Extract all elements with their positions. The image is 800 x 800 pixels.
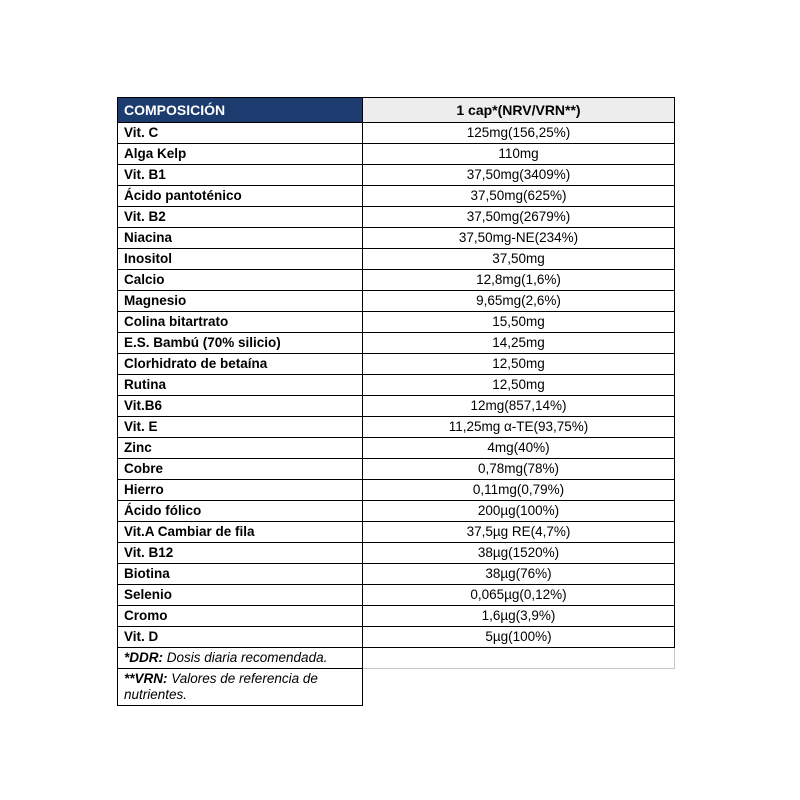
table-row: Niacina 37,50mg-NE(234%) (117, 227, 675, 249)
nutrient-name: Selenio (117, 584, 363, 606)
nutrient-value: 14,25mg (362, 332, 675, 354)
nutrient-name: Vit. C (117, 122, 363, 144)
table-row: Biotina 38µg(76%) (117, 563, 675, 585)
nutrient-rows: Vit. C 125mg(156,25%) Alga Kelp 110mg Vit. B… (117, 122, 675, 648)
table-row: Ácido fólico 200µg(100%) (117, 500, 675, 522)
table-row: Vit. B1 37,50mg(3409%) (117, 164, 675, 186)
nutrient-name: Vit. B2 (117, 206, 363, 228)
nutrient-name: Vit. E (117, 416, 363, 438)
table-row: Vit. B12 38µg(1520%) (117, 542, 675, 564)
table-row: Zinc 4mg(40%) (117, 437, 675, 459)
nutrient-name: Clorhidrato de betaína (117, 353, 363, 375)
nutrient-value: 38µg(76%) (362, 563, 675, 585)
nutrient-name: Ácido pantoténico (117, 185, 363, 207)
nutrient-value: 4mg(40%) (362, 437, 675, 459)
nutrient-name: Rutina (117, 374, 363, 396)
nutrient-name: Vit. B12 (117, 542, 363, 564)
nutrient-value: 125mg(156,25%) (362, 122, 675, 144)
table-row: Hierro 0,11mg(0,79%) (117, 479, 675, 501)
table-row: Vit. D 5µg(100%) (117, 626, 675, 648)
table-row: Vit. C 125mg(156,25%) (117, 122, 675, 144)
nutrient-value: 9,65mg(2,6%) (362, 290, 675, 312)
table-row: Selenio 0,065µg(0,12%) (117, 584, 675, 606)
nutrient-value: 37,50mg(2679%) (362, 206, 675, 228)
table-row: Cobre 0,78mg(78%) (117, 458, 675, 480)
nutrient-name: Vit. D (117, 626, 363, 648)
nutrient-value: 38µg(1520%) (362, 542, 675, 564)
nutrient-value: 5µg(100%) (362, 626, 675, 648)
nutrient-name: Calcio (117, 269, 363, 291)
footnote-ddr-empty-cell (362, 647, 675, 669)
nutrient-name: Cobre (117, 458, 363, 480)
footnote-row-ddr: *DDR: Dosis diaria recomendada. (117, 647, 675, 669)
nutrient-value: 200µg(100%) (362, 500, 675, 522)
nutrient-value: 110mg (362, 143, 675, 165)
nutrient-name: Magnesio (117, 290, 363, 312)
table-row: Colina bitartrato 15,50mg (117, 311, 675, 333)
nutrient-value: 0,065µg(0,12%) (362, 584, 675, 606)
nutrient-name: Alga Kelp (117, 143, 363, 165)
nutrient-name: Ácido fólico (117, 500, 363, 522)
nutrient-value: 12,8mg(1,6%) (362, 269, 675, 291)
nutrient-value: 12,50mg (362, 374, 675, 396)
table-row: Clorhidrato de betaína 12,50mg (117, 353, 675, 375)
nutrient-value: 1,6µg(3,9%) (362, 605, 675, 627)
table-row: Vit.A Cambiar de fila 37,5µg RE(4,7%) (117, 521, 675, 543)
table-row: Magnesio 9,65mg(2,6%) (117, 290, 675, 312)
nutrient-name: Colina bitartrato (117, 311, 363, 333)
nutrient-name: Hierro (117, 479, 363, 501)
nutrient-name: Biotina (117, 563, 363, 585)
table-row: Ácido pantoténico 37,50mg(625%) (117, 185, 675, 207)
footnote-ddr: *DDR: Dosis diaria recomendada. (117, 647, 363, 669)
header-dose-nrv: 1 cap*(NRV/VRN**) (362, 97, 675, 123)
footnote-vrn-empty-cell (362, 668, 675, 706)
composition-table: COMPOSICIÓN 1 cap*(NRV/VRN**) Vit. C 125m… (117, 97, 675, 706)
nutrient-name: Cromo (117, 605, 363, 627)
nutrient-value: 0,78mg(78%) (362, 458, 675, 480)
nutrient-value: 15,50mg (362, 311, 675, 333)
nutrient-value: 12mg(857,14%) (362, 395, 675, 417)
nutrient-value: 37,50mg(625%) (362, 185, 675, 207)
footnote-ddr-label: *DDR: (124, 650, 163, 665)
table-row: Vit. E 11,25mg α-TE(93,75%) (117, 416, 675, 438)
nutrient-name: Niacina (117, 227, 363, 249)
table-row: Vit.B6 12mg(857,14%) (117, 395, 675, 417)
footnote-row-vrn: **VRN: Valores de referencia de nutrient… (117, 668, 675, 706)
table-row: Rutina 12,50mg (117, 374, 675, 396)
footnote-vrn-text: Valores de referencia de nutrientes. (124, 671, 318, 702)
nutrient-name: Zinc (117, 437, 363, 459)
table-row: Vit. B2 37,50mg(2679%) (117, 206, 675, 228)
header-composition: COMPOSICIÓN (117, 97, 363, 123)
footnote-vrn-label: **VRN: (124, 671, 168, 686)
nutrient-name: E.S. Bambú (70% silicio) (117, 332, 363, 354)
nutrient-value: 37,50mg-NE(234%) (362, 227, 675, 249)
table-row: Calcio 12,8mg(1,6%) (117, 269, 675, 291)
nutrient-name: Vit.A Cambiar de fila (117, 521, 363, 543)
table-row: Inositol 37,50mg (117, 248, 675, 270)
nutrient-value: 37,50mg (362, 248, 675, 270)
nutrient-name: Inositol (117, 248, 363, 270)
table-row: E.S. Bambú (70% silicio) 14,25mg (117, 332, 675, 354)
nutrient-name: Vit.B6 (117, 395, 363, 417)
table-header-row: COMPOSICIÓN 1 cap*(NRV/VRN**) (117, 97, 675, 123)
footnote-ddr-text: Dosis diaria recomendada. (163, 650, 328, 665)
nutrient-name: Vit. B1 (117, 164, 363, 186)
nutrient-value: 12,50mg (362, 353, 675, 375)
nutrient-value: 11,25mg α-TE(93,75%) (362, 416, 675, 438)
footnote-vrn: **VRN: Valores de referencia de nutrient… (117, 668, 363, 706)
footnote-rows: *DDR: Dosis diaria recomendada. **VRN: V… (117, 647, 675, 706)
table-row: Cromo 1,6µg(3,9%) (117, 605, 675, 627)
nutrient-value: 37,5µg RE(4,7%) (362, 521, 675, 543)
nutrient-value: 0,11mg(0,79%) (362, 479, 675, 501)
table-row: Alga Kelp 110mg (117, 143, 675, 165)
nutrient-value: 37,50mg(3409%) (362, 164, 675, 186)
